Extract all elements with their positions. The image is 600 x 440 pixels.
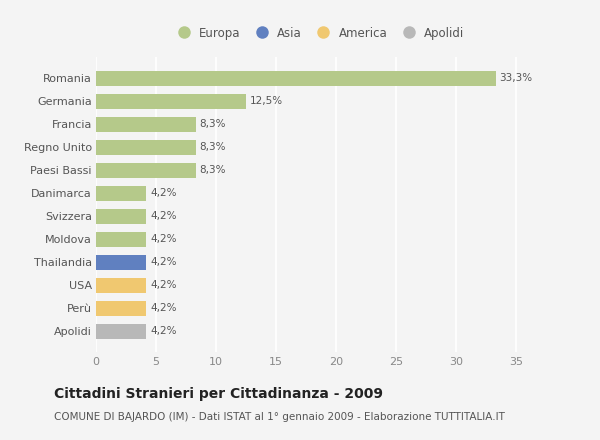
Text: 8,3%: 8,3% <box>199 119 226 129</box>
Bar <box>96 139 196 154</box>
Text: 4,2%: 4,2% <box>150 188 176 198</box>
Bar <box>96 278 146 293</box>
Text: 4,2%: 4,2% <box>150 303 176 313</box>
Text: 4,2%: 4,2% <box>150 234 176 244</box>
Text: 8,3%: 8,3% <box>199 165 226 175</box>
Bar <box>96 163 196 178</box>
Text: COMUNE DI BAJARDO (IM) - Dati ISTAT al 1° gennaio 2009 - Elaborazione TUTTITALIA: COMUNE DI BAJARDO (IM) - Dati ISTAT al 1… <box>54 412 505 422</box>
Bar <box>96 117 196 132</box>
Text: 4,2%: 4,2% <box>150 211 176 221</box>
Text: 12,5%: 12,5% <box>250 96 283 106</box>
Text: Cittadini Stranieri per Cittadinanza - 2009: Cittadini Stranieri per Cittadinanza - 2… <box>54 387 383 401</box>
Bar <box>96 209 146 224</box>
Text: 4,2%: 4,2% <box>150 326 176 336</box>
Bar <box>96 255 146 270</box>
Bar <box>96 94 246 109</box>
Legend: Europa, Asia, America, Apolidi: Europa, Asia, America, Apolidi <box>167 22 469 44</box>
Bar <box>96 324 146 339</box>
Text: 4,2%: 4,2% <box>150 257 176 267</box>
Text: 4,2%: 4,2% <box>150 280 176 290</box>
Bar <box>96 301 146 315</box>
Bar <box>96 231 146 246</box>
Text: 8,3%: 8,3% <box>199 142 226 152</box>
Bar <box>96 70 496 85</box>
Bar <box>96 186 146 201</box>
Text: 33,3%: 33,3% <box>499 73 532 83</box>
